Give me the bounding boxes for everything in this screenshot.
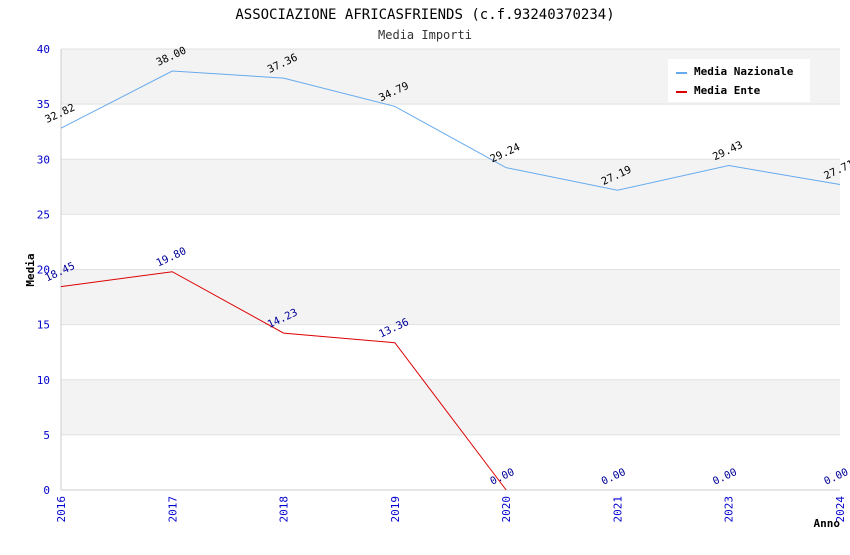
data-label: 0.00: [822, 466, 850, 488]
chart-title: ASSOCIAZIONE AFRICASFRIENDS (c.f.9324037…: [235, 7, 614, 23]
x-tick-labels: 2016 2017 2018 2019 2020 2021 2023 2024: [55, 496, 847, 523]
data-label: 0.00: [711, 466, 739, 488]
legend-box: [668, 59, 810, 102]
legend-label-media-nazionale: Media Nazionale: [694, 65, 794, 78]
y-tick-label: 20: [37, 264, 50, 277]
y-axis-label: Media: [24, 253, 37, 286]
x-tick-label: 2024: [834, 496, 847, 523]
x-tick-label: 2023: [723, 496, 736, 523]
chart-subtitle: Media Importi: [378, 28, 472, 42]
y-tick-labels: 0 5 10 15 20 25 30 35 40: [37, 43, 50, 497]
data-label: 0.00: [600, 466, 628, 488]
x-tick-label: 2021: [611, 496, 624, 523]
x-tick-label: 2019: [389, 496, 402, 523]
y-tick-label: 5: [43, 429, 50, 442]
x-tick-label: 2016: [55, 496, 68, 523]
grid-band: [61, 379, 840, 435]
grid-bands: [61, 49, 840, 435]
series-lines: [60, 70, 841, 491]
y-tick-label: 30: [37, 153, 50, 166]
series-line-media-nazionale: [60, 70, 841, 191]
legend: Media Nazionale Media Ente: [668, 59, 810, 102]
y-tick-label: 15: [37, 319, 50, 332]
grid-band: [61, 269, 840, 325]
y-tick-label: 0: [43, 484, 50, 497]
x-tick-label: 2020: [500, 496, 513, 523]
y-tick-label: 25: [37, 208, 50, 221]
x-tick-label: 2017: [166, 496, 179, 523]
y-tick-label: 35: [37, 98, 50, 111]
series-line-media-ente: [60, 271, 507, 491]
x-tick-label: 2018: [278, 496, 291, 523]
data-label: 19.80: [154, 245, 188, 269]
y-tick-label: 40: [37, 43, 50, 56]
x-axis-label: Anno: [814, 517, 841, 530]
y-tick-label: 10: [37, 374, 50, 387]
grid-band: [61, 159, 840, 215]
legend-label-media-ente: Media Ente: [694, 84, 761, 97]
